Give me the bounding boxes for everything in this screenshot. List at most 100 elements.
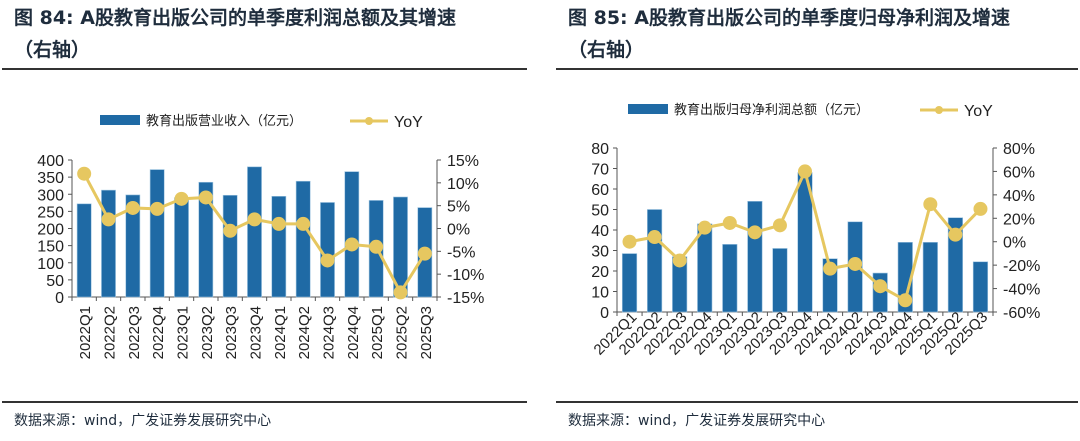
y-tick-label: 40 bbox=[591, 223, 609, 240]
source-divider bbox=[2, 401, 527, 403]
legend-bar-swatch bbox=[100, 115, 140, 125]
bar bbox=[125, 194, 141, 298]
source-note: 数据来源：wind，广发证券发展研究中心 bbox=[568, 413, 826, 429]
yoy-point bbox=[973, 201, 988, 216]
y2-tick-label: 15% bbox=[447, 153, 479, 170]
yoy-point bbox=[417, 246, 432, 261]
y-tick-label: 60 bbox=[591, 182, 609, 199]
y2-tick-label: 0% bbox=[447, 222, 470, 239]
bar bbox=[149, 169, 165, 298]
x-tick-label: 2024Q2 bbox=[296, 306, 313, 359]
y-tick-label: 200 bbox=[37, 222, 64, 239]
x-tick-label: 2025Q1 bbox=[369, 306, 386, 359]
y-tick-label: 150 bbox=[37, 239, 64, 256]
yoy-point bbox=[823, 261, 838, 276]
bar bbox=[747, 201, 763, 313]
yoy-point bbox=[747, 225, 762, 240]
legend-line-label: YoY bbox=[964, 103, 993, 120]
legend-line-label: YoY bbox=[394, 114, 423, 131]
y2-tick-label: -10% bbox=[447, 267, 484, 284]
title-divider bbox=[556, 68, 1078, 70]
y-tick-label: 20 bbox=[591, 264, 609, 281]
yoy-point bbox=[923, 197, 938, 212]
chart-85: 0 10 20 30 40 50 60 70 80 -60% -40% -20% 0% 20% 40% 60%… bbox=[591, 102, 1041, 359]
x-tick-label: 2024Q1 bbox=[272, 306, 289, 359]
y-tick-label: 70 bbox=[591, 162, 609, 179]
y2-tick-label: -5% bbox=[447, 244, 475, 261]
yoy-point bbox=[772, 218, 787, 233]
y-tick-label: 10 bbox=[591, 285, 609, 302]
y2-tick-label: 80% bbox=[1003, 141, 1035, 158]
y-tick-label: 80 bbox=[591, 141, 609, 158]
bar bbox=[697, 223, 713, 313]
x-tick-label: 2025Q2 bbox=[394, 306, 411, 359]
y-tick-label: 50 bbox=[591, 203, 609, 220]
x-tick-label: 2023Q4 bbox=[248, 306, 265, 359]
yoy-point bbox=[271, 216, 286, 231]
yoy-point bbox=[77, 166, 92, 181]
bar bbox=[76, 203, 92, 298]
bar bbox=[947, 217, 963, 313]
legend-bar-label: 教育出版营业收入（亿元） bbox=[146, 113, 302, 128]
bar bbox=[295, 180, 311, 298]
title-divider bbox=[2, 68, 527, 70]
y2-tick-label: 0% bbox=[1003, 235, 1026, 252]
figure-84-title-line2: （右轴） bbox=[14, 39, 91, 61]
yoy-point bbox=[320, 253, 335, 268]
figure-85-title: 图 85: A股教育出版公司的单季度归母净利润及增速 bbox=[568, 7, 1010, 29]
y-tick-label: 50 bbox=[46, 273, 64, 290]
y2-tick-label: 5% bbox=[447, 199, 470, 216]
y-tick-label: 350 bbox=[37, 170, 64, 187]
source-divider bbox=[556, 401, 1078, 403]
figure-85-title-line2: （右轴） bbox=[568, 39, 645, 61]
legend-line-marker bbox=[365, 117, 373, 125]
x-tick-label: 2022Q4 bbox=[150, 306, 167, 359]
yoy-point bbox=[223, 223, 238, 238]
figure-84-title: 图 84: A股教育出版公司的单季度利润总额及其增速 bbox=[14, 7, 456, 29]
yoy-point bbox=[798, 164, 812, 179]
bar bbox=[222, 194, 238, 298]
source-note: 数据来源：wind，广发证券发展研究中心 bbox=[14, 413, 272, 429]
yoy-point bbox=[247, 212, 262, 227]
y2-tick-label: 20% bbox=[1003, 211, 1035, 228]
y2-tick-label: -15% bbox=[447, 290, 484, 307]
bar bbox=[922, 242, 938, 313]
x-tick-label: 2025Q3 bbox=[418, 306, 435, 359]
x-tick-label: 2024Q4 bbox=[345, 306, 362, 359]
yoy-point bbox=[647, 230, 662, 245]
yoy-point bbox=[101, 212, 116, 227]
bar bbox=[972, 261, 989, 313]
legend-bar-swatch bbox=[628, 104, 668, 114]
yoy-point bbox=[722, 215, 737, 230]
x-tick-label: 2023Q1 bbox=[175, 306, 192, 359]
yoy-point bbox=[174, 191, 189, 206]
bar bbox=[247, 166, 262, 298]
y2-tick-label: 40% bbox=[1003, 188, 1035, 205]
yoy-point bbox=[393, 285, 408, 300]
y2-tick-label: -60% bbox=[1003, 305, 1040, 322]
yoy-point bbox=[948, 227, 963, 242]
x-tick-label: 2023Q3 bbox=[223, 306, 240, 359]
x-tick-label: 2024Q3 bbox=[321, 306, 338, 359]
legend-line-marker bbox=[935, 106, 943, 114]
yoy-point bbox=[672, 253, 687, 268]
x-tick-label: 2022Q3 bbox=[126, 306, 143, 359]
legend-bar-label: 教育出版归母净利润总额（亿元） bbox=[674, 102, 869, 117]
yoy-point bbox=[369, 239, 384, 254]
y-tick-label: 250 bbox=[37, 204, 64, 221]
x-tick-label: 2022Q2 bbox=[102, 306, 119, 359]
yoy-point bbox=[848, 256, 863, 271]
bar bbox=[621, 253, 638, 313]
yoy-point bbox=[622, 234, 637, 249]
bar bbox=[344, 171, 360, 298]
yoy-point bbox=[125, 200, 140, 215]
y-tick-label: 0 bbox=[55, 290, 64, 307]
yoy-point bbox=[296, 216, 311, 231]
yoy-point bbox=[873, 279, 888, 294]
bar bbox=[647, 209, 663, 313]
y-tick-label: 0 bbox=[600, 305, 609, 322]
yoy-point bbox=[898, 293, 913, 308]
bar bbox=[722, 244, 738, 313]
